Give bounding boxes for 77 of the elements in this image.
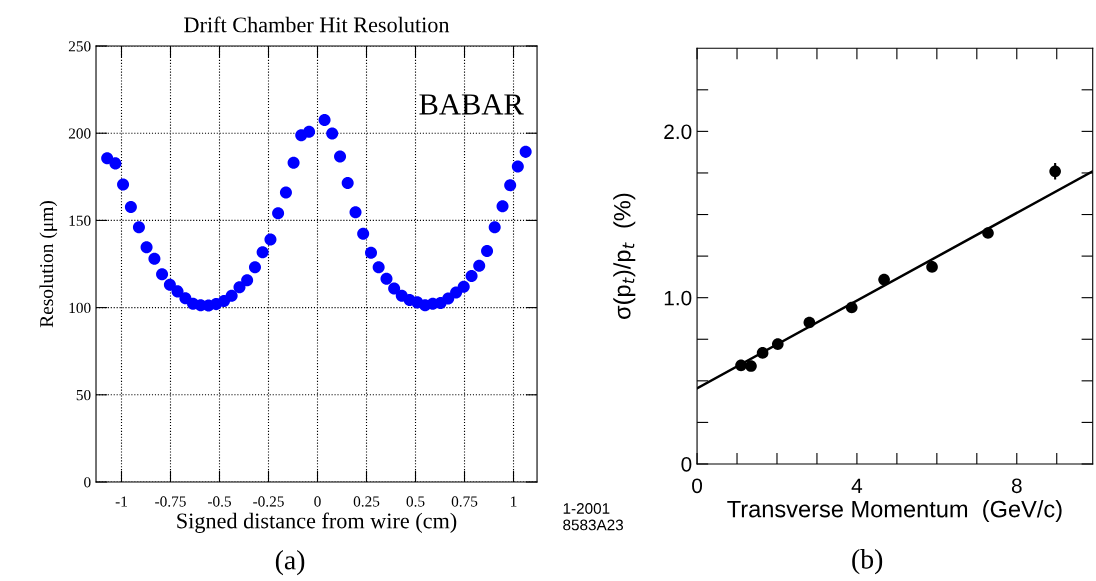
point: [225, 289, 238, 302]
x-axis-title: Signed distance from wire (cm): [177, 512, 457, 533]
point: [279, 186, 292, 199]
point: [256, 246, 269, 259]
point: [982, 227, 994, 239]
x-axis-title: Transverse Momentum (GeV/c): [727, 500, 1062, 523]
point: [357, 227, 370, 240]
point: [124, 200, 137, 213]
point: [148, 252, 161, 265]
point: [272, 207, 285, 220]
x-tick-label: 0.75: [451, 496, 478, 507]
x-tick-label: 8: [1011, 478, 1022, 494]
point: [156, 268, 169, 281]
point: [303, 125, 316, 138]
x-tick-label: 0.5: [406, 496, 425, 507]
point: [803, 316, 816, 329]
point: [735, 359, 747, 372]
annotation: BABAR: [419, 94, 524, 115]
point: [117, 178, 130, 191]
point: [511, 160, 524, 173]
point: [926, 261, 938, 273]
point: [1049, 165, 1061, 178]
point: [163, 278, 176, 291]
point: [519, 145, 532, 158]
point: [101, 152, 114, 165]
point: [326, 127, 339, 140]
point: [845, 301, 858, 314]
y-tick-label: 50: [76, 389, 91, 401]
x-tick-label: -0.5: [207, 496, 231, 507]
point: [241, 274, 254, 287]
point: [473, 259, 486, 272]
point: [334, 150, 347, 163]
text: 1-2001 8583A23: [563, 503, 624, 531]
y-tick-label: 2.0: [664, 124, 692, 140]
point: [496, 200, 509, 213]
point: [771, 338, 784, 350]
x-tick-label: 0.25: [353, 496, 380, 507]
point: [132, 221, 145, 234]
y-tick-label: 200: [68, 128, 91, 139]
x-tick-label: -1: [115, 496, 127, 507]
y-tick-label: 1.0: [664, 290, 692, 306]
point: [388, 282, 401, 295]
x-tick-label: -0.75: [155, 496, 186, 507]
point: [318, 113, 331, 126]
point: [264, 233, 277, 246]
x-tick-label: 0: [314, 496, 321, 507]
point: [109, 157, 122, 170]
text: (b): [852, 549, 883, 575]
x-tick-label: 1: [511, 496, 517, 507]
point: [380, 272, 393, 285]
point: [349, 206, 362, 219]
y-tick-label: 150: [69, 215, 91, 226]
point: [488, 221, 501, 234]
point: [878, 273, 890, 286]
point: [457, 280, 470, 293]
point: [140, 241, 153, 254]
point: [465, 270, 478, 283]
point: [481, 245, 494, 258]
y-axis-title: σ(p$_{t}$)/p$_{t}$ (%): [613, 193, 636, 319]
point: [171, 285, 184, 298]
text: (a): [275, 550, 305, 576]
x-tick-label: 0: [692, 478, 703, 494]
point: [341, 177, 354, 190]
point: [372, 261, 385, 274]
x-tick-label: 4: [851, 478, 863, 493]
y-tick-label: 250: [68, 41, 91, 52]
chart-title: Drift Chamber Hit Resolution: [184, 16, 450, 33]
point: [504, 179, 517, 192]
y-tick-label: 0: [681, 456, 692, 472]
point: [248, 261, 261, 274]
point: [287, 156, 300, 169]
x-tick-label: -0.25: [253, 496, 284, 507]
point: [756, 347, 769, 359]
y-axis-title: Resolution (μm): [39, 201, 58, 328]
y-tick-label: 100: [69, 302, 91, 314]
point: [745, 360, 757, 372]
point: [365, 246, 378, 259]
